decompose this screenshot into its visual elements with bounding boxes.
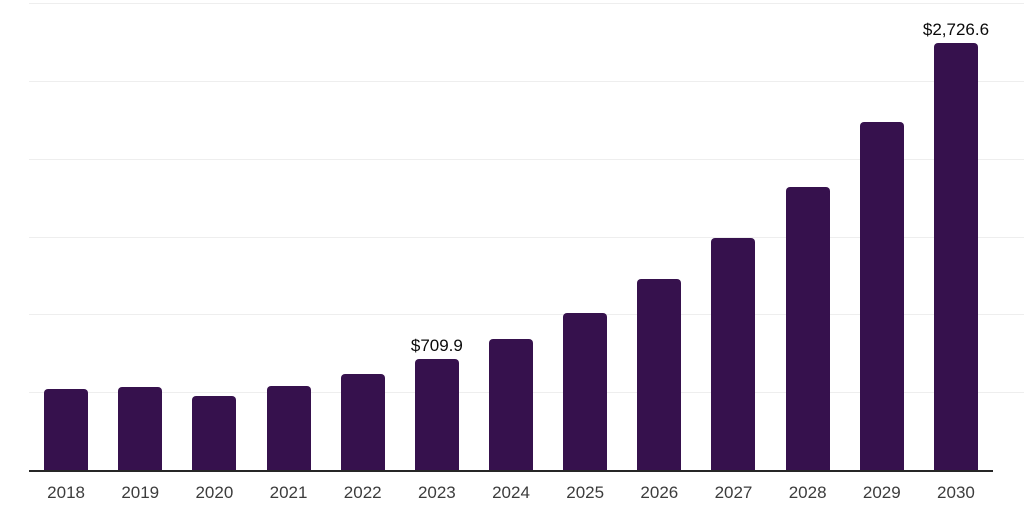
x-tick-2019: 2019	[121, 483, 160, 502]
bar-group-2025	[548, 3, 622, 470]
x-tick-2022: 2022	[343, 483, 382, 502]
bar-group-2024	[474, 3, 548, 470]
x-tick-2026: 2026	[640, 483, 679, 502]
bar-group-2018	[29, 3, 103, 470]
bar-2019	[118, 386, 163, 470]
bar-group-2030: $2,726.6	[919, 3, 993, 470]
x-tick-2023: 2023	[417, 483, 456, 502]
plot-area: $709.9 $2,726.6	[29, 3, 993, 470]
bar-2027	[711, 237, 756, 470]
x-tick-2028: 2028	[788, 483, 827, 502]
bars-row: $709.9 $2,726.6	[29, 3, 993, 470]
bar-2021	[266, 385, 311, 470]
x-axis-labels: 2018 2019 2020 2021 2022 2023 2024 2025 2026 2027…	[29, 483, 993, 503]
x-tick-2025: 2025	[566, 483, 605, 502]
bar-group-2023: $709.9	[400, 3, 474, 470]
bar-2030	[933, 42, 978, 470]
bar-2029	[859, 121, 904, 470]
bar-2022	[340, 374, 385, 470]
bar-2023	[414, 358, 459, 470]
bar-group-2021	[251, 3, 325, 470]
x-axis-line	[29, 470, 993, 472]
x-tick-2029: 2029	[862, 483, 901, 502]
data-label-2030: $2,726.6	[922, 19, 990, 39]
bar-2018	[44, 389, 89, 470]
bar-2028	[785, 186, 830, 470]
bar-2024	[489, 338, 534, 470]
x-tick-2018: 2018	[47, 483, 85, 502]
bar-2026	[637, 279, 682, 470]
x-tick-2027: 2027	[714, 483, 753, 502]
x-tick-2020: 2020	[195, 483, 234, 502]
bar-group-2027	[696, 3, 770, 470]
bar-group-2029	[845, 3, 919, 470]
bar-2025	[563, 312, 608, 470]
x-tick-2030: 2030	[937, 483, 975, 502]
data-label-2023: $709.9	[410, 335, 463, 355]
bar-group-2028	[771, 3, 845, 470]
x-tick-2021: 2021	[269, 483, 308, 502]
bar-group-2020	[177, 3, 251, 470]
x-tick-2024: 2024	[492, 483, 530, 502]
bar-group-2022	[326, 3, 400, 470]
bar-group-2019	[103, 3, 177, 470]
bar-2020	[192, 395, 237, 470]
bar-group-2026	[622, 3, 696, 470]
